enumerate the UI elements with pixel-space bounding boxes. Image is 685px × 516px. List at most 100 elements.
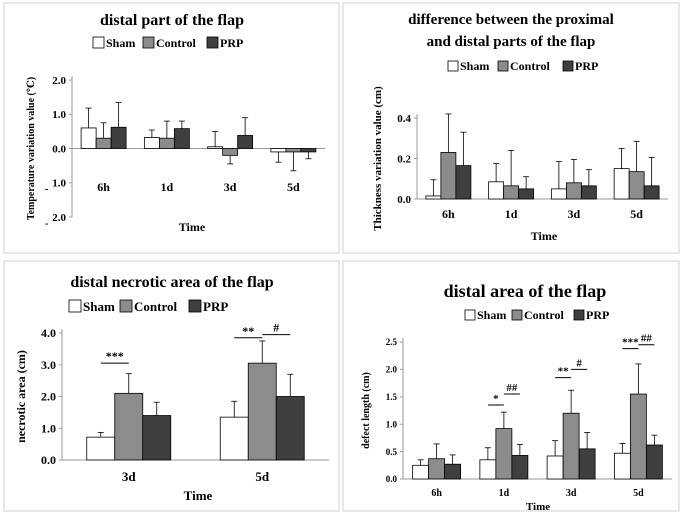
legend-label: Control <box>510 59 550 73</box>
bar-sham <box>143 137 160 149</box>
chart-thickness: difference between the proximal and dista… <box>342 2 680 254</box>
y-tick-label: 0.4 <box>397 113 411 125</box>
bar-sham <box>479 459 497 480</box>
legend-swatch <box>511 309 523 321</box>
legend-label: PRP <box>575 59 598 73</box>
y-tick-label: 0.0 <box>397 194 411 206</box>
bar-sham <box>425 195 442 200</box>
y-tick-label: 2.0 <box>386 365 398 375</box>
x-category-label: 3d <box>224 180 237 194</box>
bar-control <box>95 137 112 149</box>
bar-prp <box>173 128 190 149</box>
x-category-label: 5d <box>630 207 643 221</box>
x-category-label: 3d <box>566 488 577 499</box>
legend-label: Sham <box>477 308 506 322</box>
legend-swatch <box>573 309 585 321</box>
x-category-label: 1d <box>499 488 510 499</box>
legend-swatch <box>68 299 82 313</box>
chart-title: and distal parts of the flap <box>427 34 596 50</box>
bar-sham <box>613 452 631 480</box>
legend-swatch <box>447 60 459 72</box>
chart-title: difference between the proximal <box>408 12 614 28</box>
y-axis-label: Thickness variation value (cm) <box>372 86 384 231</box>
bar-sham <box>546 455 564 480</box>
legend-label: Control <box>156 36 196 50</box>
bar-sham <box>207 146 224 149</box>
legend-swatch <box>206 36 219 49</box>
y-axis-label: defect length (cm) <box>361 372 372 449</box>
x-category-label: 3d <box>122 469 137 484</box>
bar-control <box>428 458 446 480</box>
significance-label: *** <box>622 337 639 349</box>
legend-label: Sham <box>106 36 135 50</box>
bar-control <box>628 171 645 200</box>
x-axis-label: Time <box>179 220 206 234</box>
bar-control <box>562 412 580 480</box>
legend-swatch <box>562 60 574 72</box>
y-tick-minus-sign: - <box>45 217 49 229</box>
bar-prp <box>142 415 172 461</box>
legend-swatch <box>119 299 133 313</box>
bar-prp <box>300 148 317 153</box>
legend-swatch <box>92 36 105 49</box>
significance-label: * <box>493 393 499 405</box>
bar-sham <box>550 188 567 200</box>
significance-label: ** <box>558 366 570 378</box>
x-axis-label: Time <box>531 229 558 243</box>
chart-defect-length: distal area of the flap Sham Control PRP 0.0… <box>342 260 680 513</box>
significance-label: *** <box>106 349 124 363</box>
y-tick-label: 1.0 <box>386 419 398 429</box>
legend-label: PRP <box>203 299 228 314</box>
panel-frame <box>3 2 340 254</box>
bar-prp <box>518 188 535 200</box>
significance-label: ## <box>506 382 518 394</box>
y-tick-label: 1.5 <box>386 392 398 402</box>
bar-sham <box>86 436 116 461</box>
bar-prp <box>511 455 529 480</box>
y-tick-label: 3.0 <box>41 358 56 372</box>
bar-sham <box>412 464 430 480</box>
bar-sham <box>270 148 287 153</box>
y-axis-label: necrotic area (cm) <box>14 350 28 443</box>
significance-label: # <box>576 357 582 369</box>
legend-label: Sham <box>460 59 489 73</box>
legend-swatch <box>464 309 476 321</box>
legend-swatch <box>142 36 155 49</box>
bar-prp <box>275 396 305 461</box>
chart-temperature: distal part of the flap Sham Control PRP 2.0… <box>3 2 340 254</box>
x-axis-label: Time <box>526 501 550 513</box>
x-category-label: 6h <box>442 207 455 221</box>
x-category-label: 5d <box>287 180 300 194</box>
x-category-label: 3d <box>568 207 581 221</box>
x-category-label: 1d <box>161 180 174 194</box>
x-category-label: 5d <box>255 469 270 484</box>
chart-title: distal necrotic area of the flap <box>70 274 273 291</box>
x-category-label: 6h <box>431 488 442 499</box>
bar-sham <box>488 181 505 200</box>
bar-prp <box>643 185 660 200</box>
y-tick-label: 1.0 <box>52 178 66 190</box>
bar-control <box>565 182 582 200</box>
y-tick-label: 0.2 <box>397 153 411 165</box>
y-tick-minus-sign: - <box>45 183 49 195</box>
x-category-label: 5d <box>633 488 644 499</box>
bar-control <box>285 148 302 153</box>
legend-swatch <box>188 299 202 313</box>
chart-title: distal part of the flap <box>100 12 244 29</box>
x-axis-label: Time <box>184 488 213 503</box>
bar-control <box>503 185 520 200</box>
bar-prp <box>444 463 462 480</box>
x-category-label: 6h <box>97 180 110 194</box>
legend-swatch <box>497 60 509 72</box>
bar-prp <box>110 126 127 149</box>
y-tick-label: 1.0 <box>52 109 66 121</box>
panel-frame <box>3 260 340 512</box>
y-tick-label: 2.0 <box>52 75 66 87</box>
bar-prp <box>645 444 663 480</box>
chart-title: distal area of the flap <box>444 281 607 301</box>
bar-sham <box>219 416 249 461</box>
bar-control <box>440 152 457 200</box>
significance-label: # <box>273 321 279 335</box>
x-category-label: 1d <box>505 207 518 221</box>
bar-control <box>629 393 647 480</box>
